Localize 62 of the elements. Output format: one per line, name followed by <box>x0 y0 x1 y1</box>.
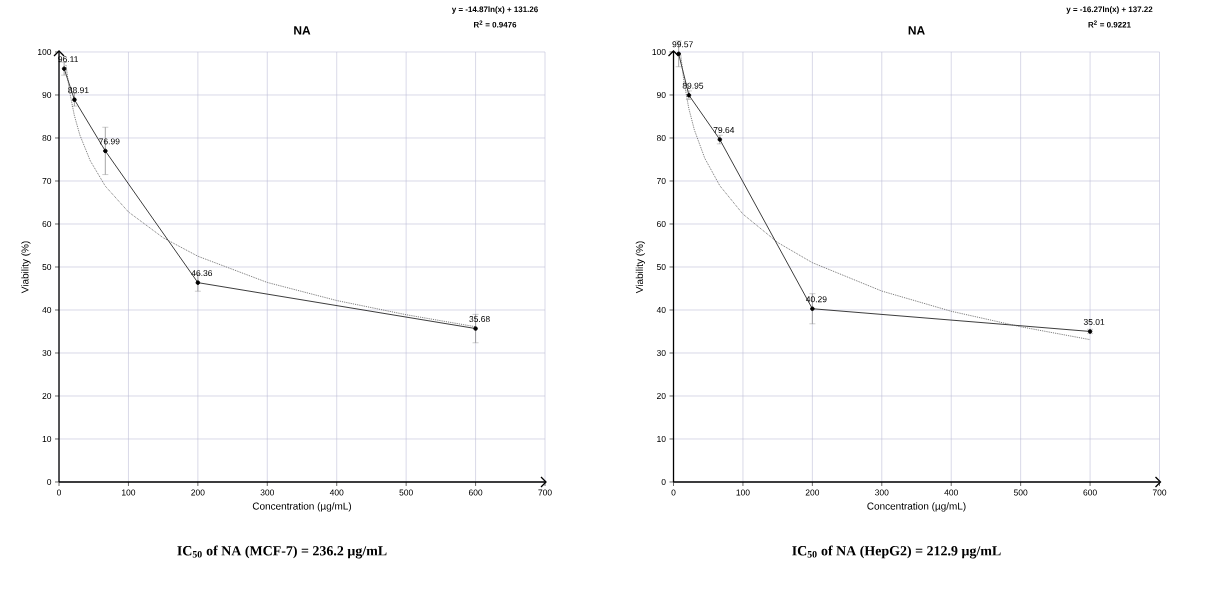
data-label: 89.95 <box>682 82 704 89</box>
y-tick-label: 30 <box>656 349 666 356</box>
x-tick-label: 100 <box>122 489 136 496</box>
x-axis-title: Concentration (µg/mL) <box>252 502 352 512</box>
y-tick-label: 50 <box>656 263 666 270</box>
text: IC$_{50}$ of NA (MCF-7) = 236.2 µg/mL <box>177 545 387 559</box>
x-tick-label: 0 <box>671 489 676 496</box>
y-tick-label: 90 <box>42 91 52 98</box>
x-tick-label: 500 <box>1013 489 1028 496</box>
point <box>676 51 681 57</box>
x-tick-label: 400 <box>944 489 958 496</box>
x-tick-label: 700 <box>1152 489 1167 496</box>
x-tick-label: 500 <box>399 489 413 496</box>
y-tick-label: 0 <box>47 478 52 485</box>
y-tick-label: 10 <box>42 435 52 442</box>
y-tick-label: 80 <box>42 134 52 141</box>
data-label: 40.29 <box>805 296 827 303</box>
y-tick-label: 70 <box>42 177 52 184</box>
point <box>72 97 77 102</box>
y-tick-label: 20 <box>42 392 52 399</box>
x-tick-label: 300 <box>260 489 275 496</box>
x-tick-label: 200 <box>805 489 820 496</box>
x-tick-label: 100 <box>736 489 750 496</box>
y-tick-label: 10 <box>657 435 666 442</box>
data-label: 88.91 <box>68 87 89 94</box>
y-tick-label: 30 <box>42 349 52 356</box>
text: IC$_{50}$ of NA (HepG2) = 212.9 µg/mL <box>792 545 1001 559</box>
point <box>61 66 67 71</box>
x-axis-title: Concentration (µg/mL) <box>867 502 966 512</box>
y-tick-label: 90 <box>656 91 666 98</box>
y-tick-label: 50 <box>42 263 52 270</box>
y-tick-label: 100 <box>652 48 666 55</box>
data-label: 79.64 <box>713 127 735 134</box>
x-tick-label: 300 <box>875 489 889 496</box>
y-axis-title: Viability (%) <box>635 241 646 294</box>
y-tick-label: 80 <box>656 134 666 141</box>
point <box>195 280 201 285</box>
y-tick-label: 0 <box>661 478 666 485</box>
x-tick-label: 600 <box>1083 489 1097 496</box>
x-tick-label: 200 <box>191 489 205 496</box>
y-tick-label: 40 <box>42 306 52 313</box>
data-label: 99.57 <box>672 41 693 48</box>
y-tick-label: 70 <box>657 177 666 184</box>
point <box>103 148 108 154</box>
chart-title: NA <box>294 26 311 35</box>
y-tick-label: 60 <box>657 220 666 227</box>
y-axis-title: Viability (%) <box>21 241 31 294</box>
point <box>810 306 815 311</box>
data-label: 35.01 <box>1083 318 1105 325</box>
data-label: 35.68 <box>469 316 490 323</box>
data-label: 76.99 <box>99 138 120 145</box>
x-tick-label: 600 <box>468 489 483 496</box>
y-tick-label: 60 <box>42 220 52 227</box>
point <box>473 326 478 331</box>
data-label: 46.36 <box>191 270 213 277</box>
x-tick-label: 0 <box>56 489 62 496</box>
y-tick-label: 20 <box>657 392 666 399</box>
x-tick-label: 700 <box>538 489 552 496</box>
y-tick-label: 40 <box>656 306 666 313</box>
x-tick-label: 400 <box>329 489 344 496</box>
y-tick-label: 100 <box>38 48 52 55</box>
chart-title: NA <box>908 26 925 35</box>
